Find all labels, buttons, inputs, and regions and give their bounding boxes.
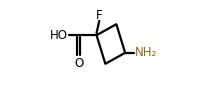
Text: HO: HO	[49, 29, 67, 42]
Text: F: F	[96, 9, 102, 22]
Text: O: O	[74, 57, 83, 70]
Text: NH₂: NH₂	[134, 46, 157, 59]
